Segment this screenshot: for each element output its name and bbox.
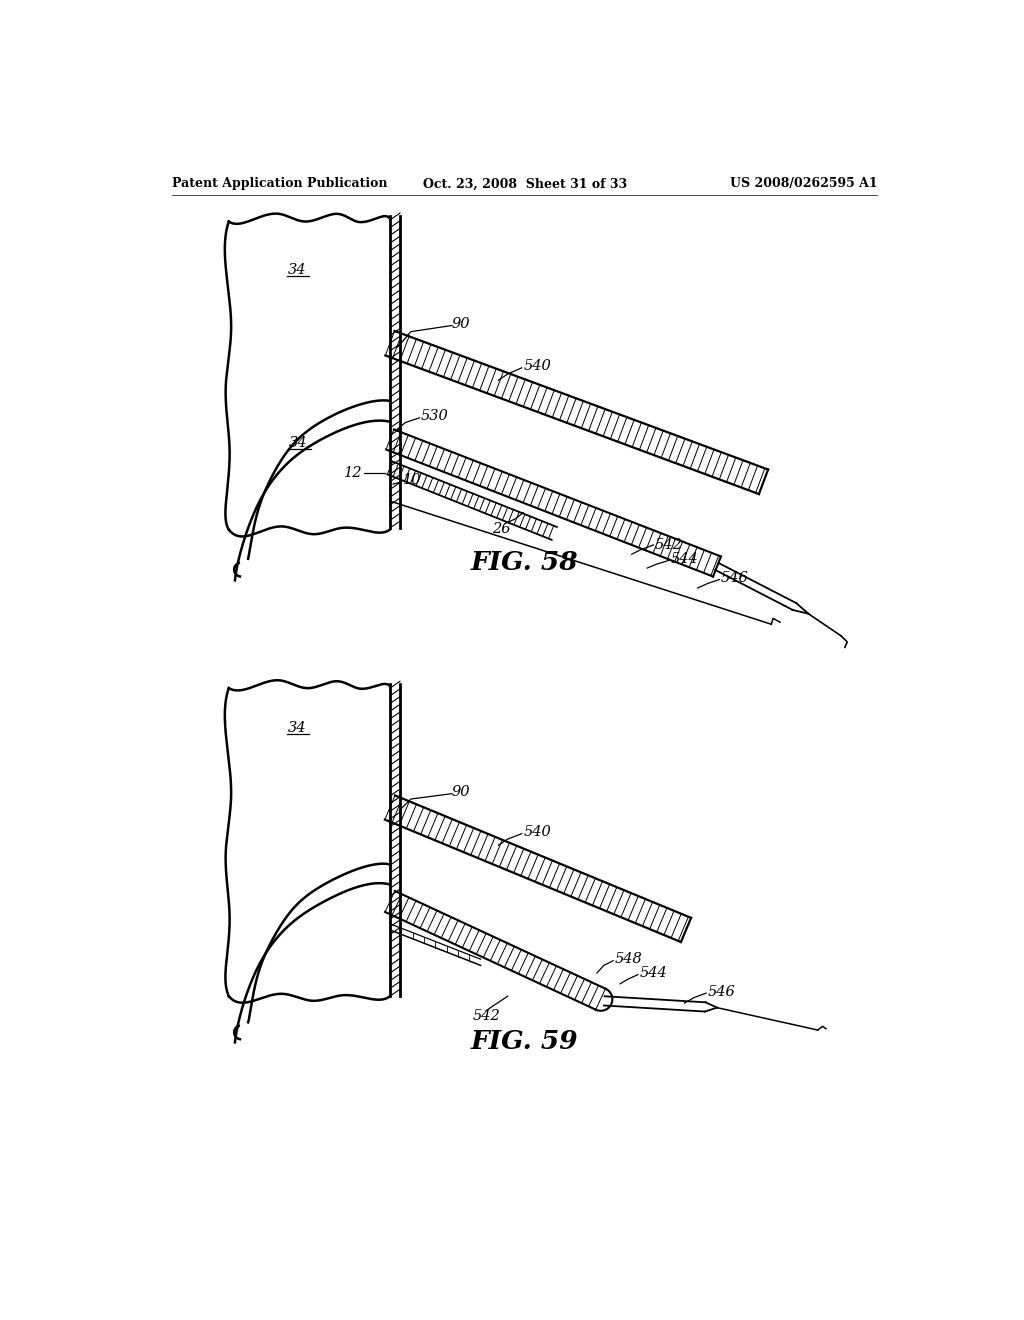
Text: 34: 34 — [288, 263, 306, 277]
Text: 544: 544 — [671, 552, 698, 566]
Text: FIG. 59: FIG. 59 — [471, 1030, 579, 1055]
Text: 546: 546 — [721, 572, 749, 585]
Text: 90: 90 — [452, 317, 470, 331]
Text: 34: 34 — [289, 437, 308, 450]
Text: FIG. 58: FIG. 58 — [471, 550, 579, 576]
Text: Oct. 23, 2008  Sheet 31 of 33: Oct. 23, 2008 Sheet 31 of 33 — [423, 177, 627, 190]
Text: 548: 548 — [614, 952, 642, 966]
Text: 546: 546 — [708, 985, 735, 998]
Text: 542: 542 — [472, 1010, 500, 1023]
Text: 90: 90 — [452, 785, 470, 799]
Text: 26: 26 — [493, 521, 511, 536]
Text: US 2008/0262595 A1: US 2008/0262595 A1 — [730, 177, 878, 190]
Text: 540: 540 — [523, 825, 551, 840]
Text: 540: 540 — [523, 359, 551, 374]
Text: 530: 530 — [421, 409, 449, 424]
Text: 10: 10 — [403, 474, 422, 487]
Text: 34: 34 — [288, 721, 306, 735]
Text: Patent Application Publication: Patent Application Publication — [172, 177, 388, 190]
Text: 544: 544 — [640, 966, 668, 979]
Text: 542: 542 — [655, 539, 683, 552]
Text: 12: 12 — [343, 466, 362, 479]
